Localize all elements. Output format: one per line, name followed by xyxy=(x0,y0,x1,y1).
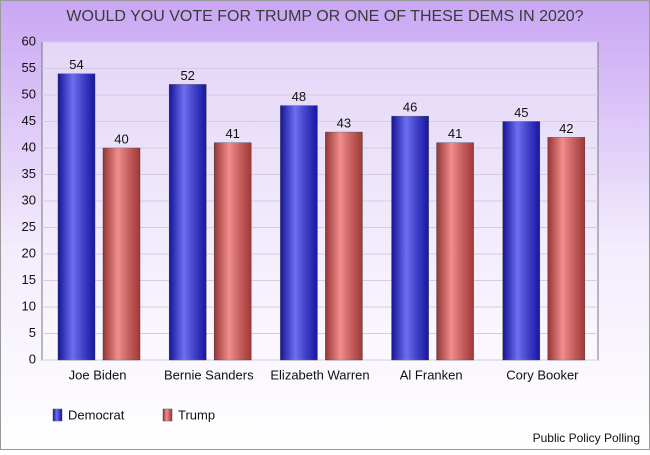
bar xyxy=(168,84,207,361)
bar xyxy=(547,137,586,361)
data-label: 45 xyxy=(514,105,528,120)
data-label: 42 xyxy=(559,121,573,136)
y-tick-label: 35 xyxy=(22,166,36,181)
bar xyxy=(325,131,363,361)
legend-label: Democrat xyxy=(68,407,125,422)
y-tick-label: 15 xyxy=(22,272,36,287)
bar xyxy=(502,121,541,361)
source: Public Policy Polling xyxy=(533,431,640,445)
data-label: 54 xyxy=(69,57,83,72)
x-tick-label: Al Franken xyxy=(400,367,463,382)
y-tick-label: 55 xyxy=(22,60,36,75)
y-tick-label: 45 xyxy=(22,113,36,128)
legend-label: Trump xyxy=(178,407,215,422)
data-label: 48 xyxy=(292,89,306,104)
y-tick-label: 25 xyxy=(22,219,36,234)
x-tick-label: Joe Biden xyxy=(69,367,127,382)
data-label: 46 xyxy=(403,100,417,115)
y-tick-label: 0 xyxy=(29,351,36,366)
y-tick-label: 20 xyxy=(22,245,36,260)
y-tick-label: 60 xyxy=(22,33,36,48)
x-tick-label: Cory Booker xyxy=(506,367,579,382)
y-tick-label: 30 xyxy=(22,192,36,207)
data-label: 43 xyxy=(337,116,351,131)
data-label: 52 xyxy=(180,68,194,83)
y-tick-label: 40 xyxy=(22,139,36,154)
x-tick-label: Bernie Sanders xyxy=(164,367,254,382)
data-label: 40 xyxy=(114,131,128,146)
bar xyxy=(391,115,429,361)
legend-swatch-shade xyxy=(163,409,172,421)
legend-swatch-shade xyxy=(53,409,62,421)
chart-title: WOULD YOU VOTE FOR TRUMP OR ONE OF THESE… xyxy=(66,8,583,25)
data-label: 41 xyxy=(225,126,239,141)
y-tick-label: 5 xyxy=(29,325,36,340)
bar xyxy=(102,147,141,361)
y-tick-label: 10 xyxy=(22,298,36,313)
bar xyxy=(213,142,252,361)
y-tick-label: 50 xyxy=(22,86,36,101)
bar xyxy=(280,105,318,361)
data-label: 41 xyxy=(448,126,462,141)
bar xyxy=(57,73,96,361)
x-tick-label: Elizabeth Warren xyxy=(270,367,369,382)
bar xyxy=(436,142,474,361)
